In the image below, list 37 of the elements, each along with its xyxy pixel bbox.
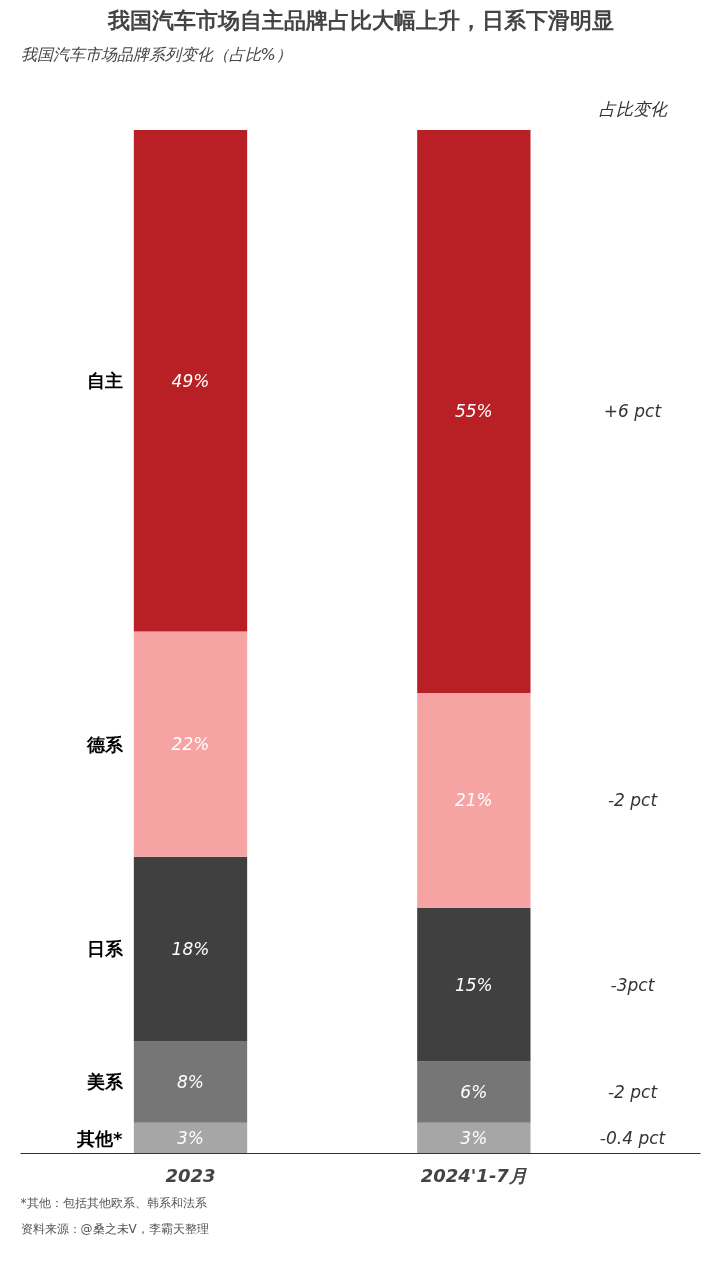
text: 资料来源：@桑之未V，李霸天整理	[20, 1221, 209, 1236]
annotation: +6 pct	[603, 401, 663, 422]
data-label: 3%	[460, 1128, 488, 1149]
series-label: 自主	[86, 370, 123, 392]
bar	[417, 907, 531, 1062]
data-label: 55%	[454, 401, 493, 422]
series-label: 美系	[85, 1071, 124, 1093]
data-label: 22%	[171, 734, 210, 755]
text: 占比变化	[598, 99, 668, 120]
data-label: 18%	[171, 938, 210, 959]
data-label: 6%	[460, 1082, 488, 1103]
x-tick-label: 2023	[165, 1164, 216, 1186]
data-label: 3%	[177, 1128, 204, 1149]
annotation: -3pct	[610, 974, 656, 995]
bar	[133, 631, 248, 857]
data-label: 15%	[454, 974, 493, 995]
data-label: 8%	[177, 1071, 204, 1092]
bar	[133, 856, 248, 1041]
x-tick-label: 2024'1-7月	[420, 1164, 527, 1186]
data-label: 49%	[171, 370, 210, 391]
series-label: 日系	[86, 938, 124, 960]
series-label: 德系	[85, 733, 124, 755]
bar	[417, 1061, 531, 1123]
bar	[417, 692, 531, 908]
bar	[133, 1122, 248, 1154]
series-label: 其他*	[76, 1127, 124, 1149]
annotation: -0.4 pct	[599, 1128, 667, 1149]
chart-subtitle: 我国汽车市场品牌系列变化（占比%）	[20, 44, 292, 64]
bar	[417, 1122, 531, 1154]
chart-title: 我国汽车市场自主品牌占比大幅上升，日系下滑明显	[106, 7, 614, 33]
bar	[133, 1040, 248, 1123]
annotation: -2 pct	[607, 1082, 659, 1103]
text: *其他：包括其他欧系、韩系和法系	[20, 1195, 207, 1210]
bar	[133, 129, 248, 632]
data-label: 21%	[454, 790, 493, 811]
annotation: -2 pct	[607, 790, 659, 811]
bar	[417, 129, 531, 693]
